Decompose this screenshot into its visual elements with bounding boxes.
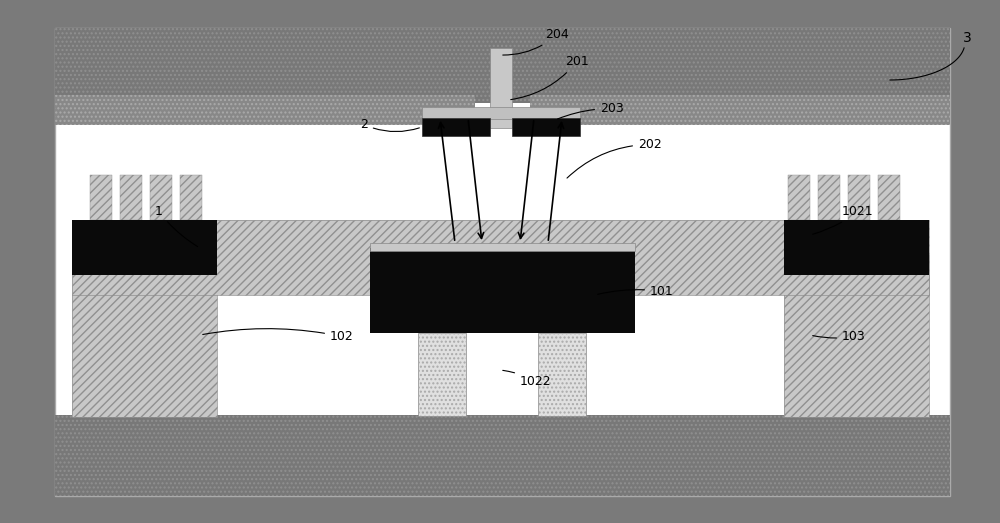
- Text: 2: 2: [360, 118, 419, 132]
- Bar: [55, 28, 950, 103]
- Text: 201: 201: [511, 55, 589, 99]
- Bar: [784, 220, 929, 275]
- Text: 203: 203: [558, 102, 624, 119]
- Bar: [180, 175, 202, 220]
- Bar: [818, 175, 840, 220]
- Text: 102: 102: [203, 328, 354, 343]
- Bar: [55, 95, 475, 125]
- Bar: [784, 255, 929, 417]
- Bar: [55, 28, 950, 103]
- Bar: [55, 28, 950, 496]
- Bar: [370, 248, 635, 333]
- Bar: [878, 175, 900, 220]
- Bar: [55, 95, 475, 125]
- Bar: [848, 175, 870, 220]
- Bar: [418, 333, 466, 416]
- Text: 103: 103: [813, 330, 866, 343]
- Text: 202: 202: [567, 138, 662, 178]
- Bar: [55, 415, 950, 496]
- Bar: [512, 118, 580, 136]
- Bar: [490, 48, 512, 128]
- Bar: [55, 415, 950, 496]
- Bar: [72, 220, 929, 295]
- Bar: [848, 175, 870, 220]
- Bar: [878, 175, 900, 220]
- Text: 204: 204: [503, 28, 569, 55]
- Bar: [150, 175, 172, 220]
- Text: 1: 1: [155, 205, 198, 246]
- Bar: [422, 118, 490, 136]
- Bar: [370, 243, 635, 251]
- Bar: [422, 107, 580, 119]
- Bar: [530, 95, 950, 125]
- Bar: [90, 175, 112, 220]
- Bar: [120, 175, 142, 220]
- Text: 3: 3: [963, 31, 972, 45]
- Text: 101: 101: [598, 285, 674, 298]
- Bar: [120, 175, 142, 220]
- Bar: [90, 175, 112, 220]
- Bar: [72, 220, 929, 295]
- Bar: [418, 333, 466, 416]
- Bar: [72, 255, 217, 417]
- Bar: [538, 333, 586, 416]
- Bar: [788, 175, 810, 220]
- Bar: [72, 220, 217, 275]
- Text: 1021: 1021: [813, 205, 874, 234]
- Bar: [180, 175, 202, 220]
- Bar: [72, 255, 217, 417]
- Bar: [818, 175, 840, 220]
- Bar: [530, 95, 950, 125]
- Bar: [150, 175, 172, 220]
- Text: 1022: 1022: [503, 370, 552, 388]
- Bar: [538, 333, 586, 416]
- Bar: [788, 175, 810, 220]
- Bar: [784, 255, 929, 417]
